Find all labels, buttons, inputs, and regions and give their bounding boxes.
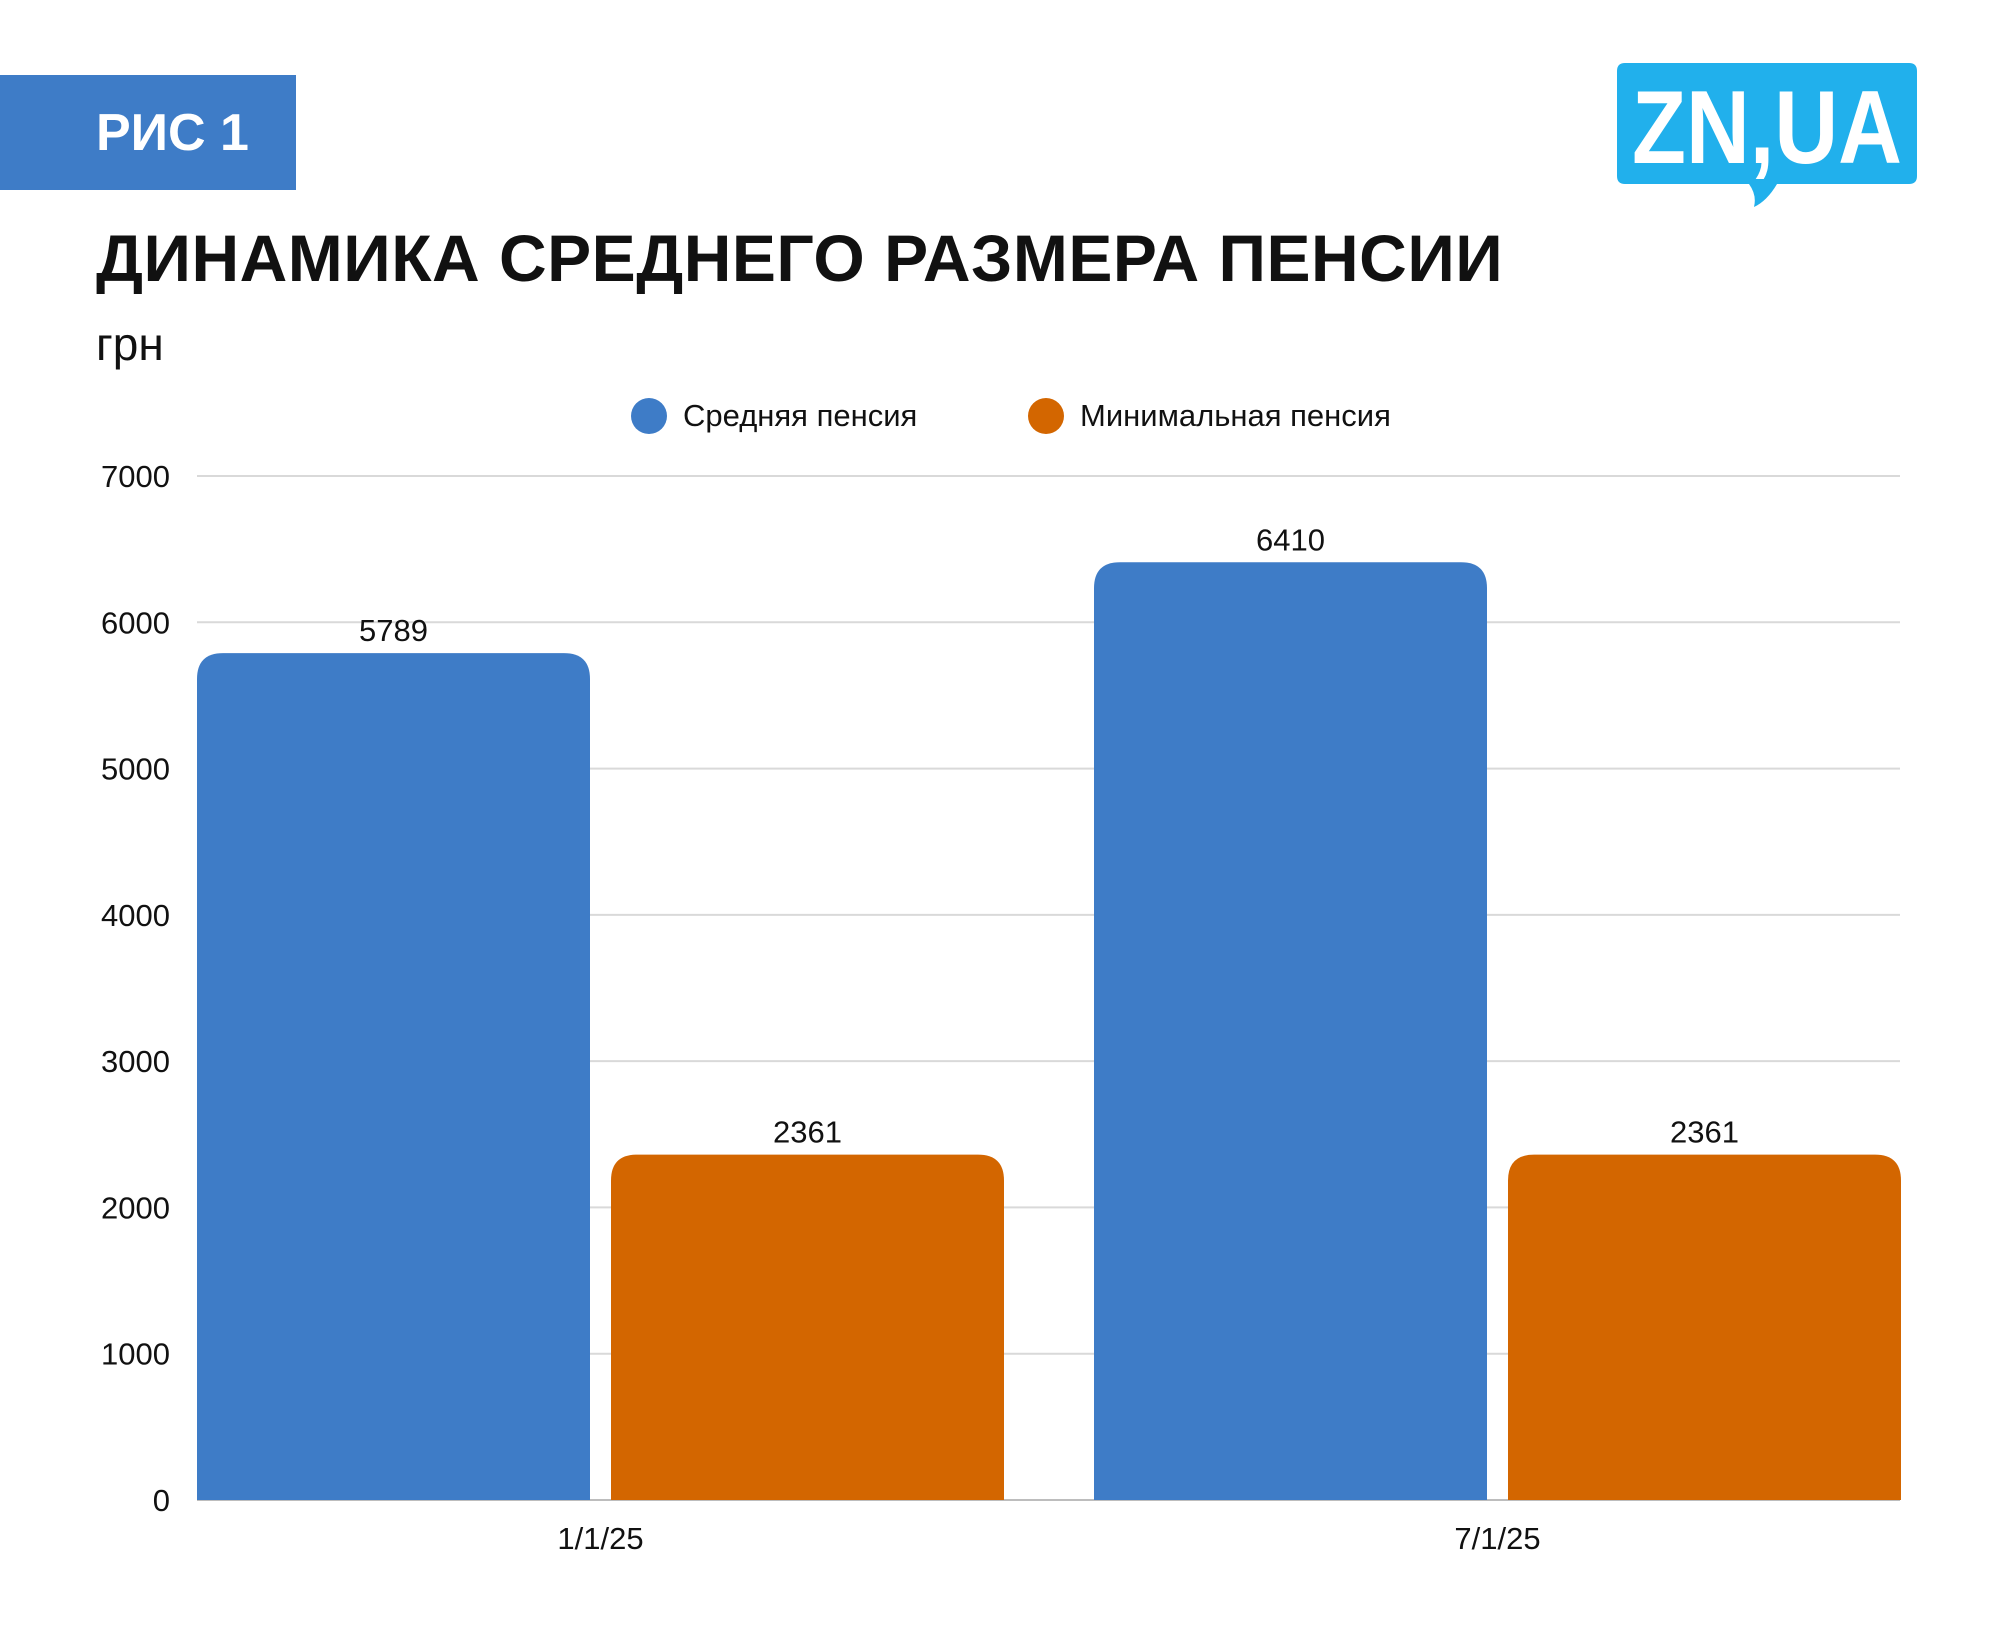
legend-label: Средняя пенсия — [683, 398, 918, 433]
y-tick-label: 6000 — [101, 605, 170, 640]
legend: Средняя пенсия Минимальная пенсия — [0, 396, 2000, 436]
data-label: 2361 — [1670, 1115, 1739, 1150]
y-tick-label: 1000 — [101, 1337, 170, 1372]
legend-label: Минимальная пенсия — [1080, 398, 1391, 433]
x-tick-label: 7/1/25 — [1454, 1521, 1540, 1556]
svg-text:ZN,UA: ZN,UA — [1632, 70, 1902, 186]
legend-swatch-minimum — [1028, 398, 1064, 434]
bar-average — [1094, 562, 1487, 1500]
y-tick-label: 3000 — [101, 1044, 170, 1079]
zn-ua-logo: ZN,UA — [1617, 63, 1917, 207]
x-tick-label: 1/1/25 — [557, 1521, 643, 1556]
chart-title: ДИНАМИКА СРЕДНЕГО РАЗМЕРА ПЕНСИИ — [96, 221, 1504, 295]
y-tick-label: 4000 — [101, 898, 170, 933]
y-tick-label: 7000 — [101, 459, 170, 494]
unit-label: грн — [96, 318, 164, 370]
data-label: 6410 — [1256, 522, 1325, 557]
figure-badge-label: РИС 1 — [96, 104, 249, 162]
y-tick-label: 5000 — [101, 752, 170, 787]
data-label: 5789 — [359, 613, 428, 648]
legend-item-average: Средняя пенсия — [631, 396, 917, 436]
bar-minimum — [1508, 1154, 1901, 1500]
y-tick-label: 2000 — [101, 1190, 170, 1225]
legend-swatch-average — [631, 398, 667, 434]
bar-minimum — [611, 1154, 1004, 1500]
bar-average — [197, 653, 590, 1500]
y-tick-label: 0 — [153, 1483, 170, 1518]
figure-badge: РИС 1 — [0, 75, 296, 190]
legend-item-minimum: Минимальная пенсия — [1028, 396, 1391, 436]
data-label: 2361 — [773, 1115, 842, 1150]
